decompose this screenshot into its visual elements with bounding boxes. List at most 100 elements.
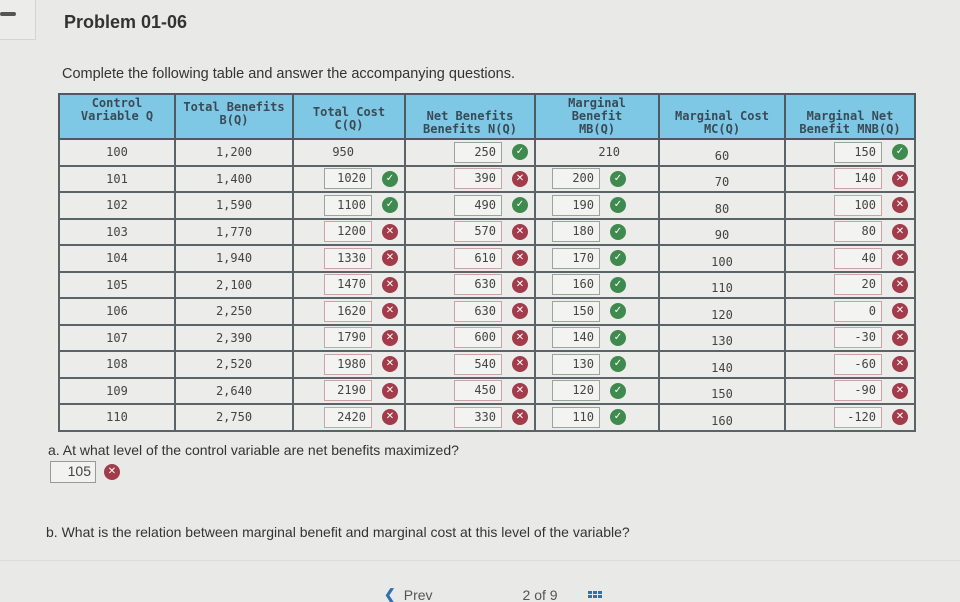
total-cost-input[interactable]: 1330 bbox=[324, 247, 372, 269]
total-cost-input[interactable]: 1620 bbox=[324, 300, 372, 322]
page-title: Problem 01-06 bbox=[64, 12, 188, 32]
correct-icon: ✓ bbox=[610, 382, 626, 399]
question-a: a. At what level of the control variable… bbox=[48, 442, 459, 458]
correct-icon: ✓ bbox=[610, 303, 626, 320]
total-cost-input[interactable]: 2420 bbox=[324, 406, 372, 428]
marginal-benefit-cell: 200 ✓ bbox=[534, 164, 660, 193]
control-variable-cell: 108 bbox=[58, 350, 176, 379]
marginal-net-benefit-input[interactable]: 100 bbox=[834, 194, 882, 216]
net-benefits-input[interactable]: 630 bbox=[454, 300, 502, 322]
marginal-benefit-input[interactable]: 140 bbox=[552, 327, 600, 349]
marginal-net-benefit-input[interactable]: 140 bbox=[834, 168, 882, 190]
back-tab[interactable] bbox=[0, 0, 36, 40]
marginal-net-benefit-cell: -60 ✕ bbox=[784, 350, 916, 379]
incorrect-icon: ✕ bbox=[512, 382, 528, 399]
net-benefits-input[interactable]: 610 bbox=[454, 247, 502, 269]
incorrect-icon: ✕ bbox=[512, 409, 528, 426]
marginal-benefit-input[interactable]: 160 bbox=[552, 274, 600, 296]
marginal-cost-cell: 100 bbox=[658, 244, 786, 273]
table-row: 108 2,520 1980 ✕ 540 ✕ 130 ✓ 140 -60 ✕ bbox=[58, 350, 916, 379]
incorrect-icon: ✕ bbox=[382, 382, 398, 399]
control-variable-cell: 109 bbox=[58, 376, 176, 405]
marginal-cost-cell: 70 bbox=[658, 164, 786, 193]
net-benefits-input[interactable]: 390 bbox=[454, 168, 502, 190]
question-a-input[interactable]: 105 bbox=[50, 461, 96, 483]
net-benefits-input[interactable]: 250 bbox=[454, 141, 502, 163]
marginal-benefit-input[interactable]: 130 bbox=[552, 353, 600, 375]
marginal-cost-cell: 90 bbox=[658, 217, 786, 246]
marginal-benefit-input[interactable]: 150 bbox=[552, 300, 600, 322]
grid-menu-icon[interactable] bbox=[587, 591, 602, 598]
total-benefits-cell: 2,250 bbox=[174, 297, 294, 326]
marginal-net-benefit-input[interactable]: -30 bbox=[834, 327, 882, 349]
problem-table: Control Variable Q Total Benefits B(Q) T… bbox=[58, 93, 916, 432]
total-benefits-cell: 2,750 bbox=[174, 403, 294, 432]
marginal-net-benefit-wrap: 0 ✕ bbox=[792, 300, 908, 322]
total-cost-input[interactable]: 1980 bbox=[324, 353, 372, 375]
net-benefits-input[interactable]: 450 bbox=[454, 380, 502, 402]
marginal-net-benefit-input[interactable]: 40 bbox=[834, 247, 882, 269]
net-benefits-input[interactable]: 540 bbox=[454, 353, 502, 375]
back-icon bbox=[0, 12, 16, 16]
marginal-cost-cell: 110 bbox=[658, 270, 786, 299]
header-line: B(Q) bbox=[219, 113, 249, 127]
net-benefits-input[interactable]: 630 bbox=[454, 274, 502, 296]
marginal-cost-cell: 150 bbox=[658, 376, 786, 405]
header-line: Marginal Net bbox=[806, 109, 894, 123]
column-header-marginal-benefit: Marginal Benefit MB(Q) bbox=[534, 93, 660, 140]
marginal-benefit-input[interactable]: 170 bbox=[552, 247, 600, 269]
header-line: Total Benefits bbox=[183, 100, 285, 114]
table-row: 102 1,590 1100 ✓ 490 ✓ 190 ✓ 80 100 ✕ bbox=[58, 191, 916, 220]
marginal-net-benefit-input[interactable]: 20 bbox=[834, 274, 882, 296]
marginal-benefit-input[interactable]: 180 bbox=[552, 221, 600, 243]
total-cost-input[interactable]: 1200 bbox=[324, 221, 372, 243]
marginal-benefit-input[interactable]: 120 bbox=[552, 380, 600, 402]
marginal-net-benefit-cell: 80 ✕ bbox=[784, 217, 916, 246]
marginal-net-benefit-wrap: -120 ✕ bbox=[792, 406, 908, 428]
header-line: MC(Q) bbox=[703, 122, 741, 136]
net-benefits-cell: 600 ✕ bbox=[404, 323, 536, 352]
marginal-net-benefit-input[interactable]: -120 bbox=[834, 406, 882, 428]
net-benefits-input[interactable]: 570 bbox=[454, 221, 502, 243]
marginal-benefit-wrap: 190 ✓ bbox=[542, 194, 652, 216]
incorrect-icon: ✕ bbox=[892, 329, 908, 346]
marginal-benefit-input[interactable]: 190 bbox=[552, 194, 600, 216]
marginal-net-benefit-wrap: -60 ✕ bbox=[792, 353, 908, 375]
marginal-net-benefit-cell: -90 ✕ bbox=[784, 376, 916, 405]
marginal-benefit-wrap: 140 ✓ bbox=[542, 327, 652, 349]
header-line: Benefits N(Q) bbox=[423, 122, 517, 136]
net-benefits-input[interactable]: 490 bbox=[454, 194, 502, 216]
column-header-marginal-cost: Marginal Cost MC(Q) bbox=[658, 93, 786, 140]
marginal-net-benefit-input[interactable]: -60 bbox=[834, 353, 882, 375]
total-cost-cell: 2420 ✕ bbox=[292, 403, 406, 432]
total-cost-input[interactable]: 1790 bbox=[324, 327, 372, 349]
marginal-net-benefit-input[interactable]: 0 bbox=[834, 300, 882, 322]
prev-button[interactable]: ❮ Prev bbox=[384, 586, 433, 602]
total-cost-input[interactable]: 1100 bbox=[324, 194, 372, 216]
marginal-benefit-cell: 160 ✓ bbox=[534, 270, 660, 299]
incorrect-icon: ✕ bbox=[512, 170, 528, 187]
total-cost-input[interactable]: 2190 bbox=[324, 380, 372, 402]
net-benefits-cell: 630 ✕ bbox=[404, 297, 536, 326]
net-benefits-cell: 490 ✓ bbox=[404, 191, 536, 220]
marginal-benefit-cell: 190 ✓ bbox=[534, 191, 660, 220]
marginal-net-benefit-input[interactable]: 80 bbox=[834, 221, 882, 243]
marginal-net-benefit-input[interactable]: 150 bbox=[834, 141, 882, 163]
marginal-benefit-input[interactable]: 200 bbox=[552, 168, 600, 190]
incorrect-icon: ✕ bbox=[512, 356, 528, 373]
total-cost-wrap: 1330 ✕ bbox=[300, 247, 398, 269]
marginal-net-benefit-input[interactable]: -90 bbox=[834, 380, 882, 402]
net-benefits-input[interactable]: 330 bbox=[454, 406, 502, 428]
total-cost-wrap: 2190 ✕ bbox=[300, 380, 398, 402]
total-cost-wrap: 2420 ✕ bbox=[300, 406, 398, 428]
footer-divider bbox=[0, 560, 960, 561]
correct-icon: ✓ bbox=[382, 170, 398, 187]
total-cost-input[interactable]: 1470 bbox=[324, 274, 372, 296]
header-line: Total Cost C(Q) bbox=[312, 105, 386, 132]
marginal-benefit-input[interactable]: 110 bbox=[552, 406, 600, 428]
total-cost-input[interactable]: 1020 bbox=[324, 168, 372, 190]
page-indicator: 2 of 9 bbox=[522, 586, 558, 602]
net-benefits-input[interactable]: 600 bbox=[454, 327, 502, 349]
total-cost-cell: 1020 ✓ bbox=[292, 164, 406, 193]
header-line: Marginal Cost bbox=[675, 109, 769, 123]
